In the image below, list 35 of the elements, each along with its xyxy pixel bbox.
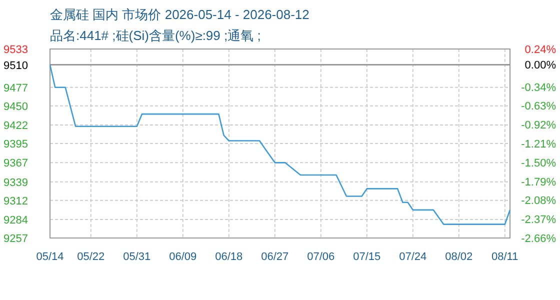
x-tick-label: 08/02: [445, 251, 473, 263]
x-tick-label: 07/06: [307, 251, 335, 263]
y-tick-label: 9450: [4, 100, 28, 113]
y-tick-label: 9510: [4, 60, 28, 72]
chart-subtitle: 品名:441# ;硅(Si)含量(%)≥:99 ;通氧 ;: [50, 28, 261, 43]
x-tick-label: 06/09: [169, 251, 197, 263]
x-tick-label: 06/27: [261, 251, 289, 263]
x-tick-label: 05/22: [77, 251, 105, 263]
y2-tick-label: 0.00%: [524, 60, 556, 72]
y2-tick-label: -2.66%: [521, 233, 556, 245]
y-tick-label: 9395: [4, 138, 28, 150]
y-tick-label: 9477: [4, 82, 28, 94]
y2-tick-label: -2.08%: [521, 195, 556, 208]
y2-tick-label: 0.24%: [524, 44, 556, 56]
y-tick-label: 9422: [4, 120, 28, 132]
y-tick-label: 9284: [4, 214, 28, 227]
x-tick-label: 05/14: [36, 251, 64, 263]
y2-tick-label: -1.21%: [521, 138, 556, 150]
y2-tick-label: -1.79%: [521, 176, 556, 188]
x-tick-label: 06/18: [215, 251, 243, 263]
y-tick-label: 9257: [4, 233, 28, 245]
y2-tick-label: -0.92%: [521, 120, 556, 132]
y2-tick-label: -0.34%: [521, 82, 556, 94]
x-tick-label: 07/24: [399, 251, 427, 263]
x-tick-label: 07/15: [353, 251, 381, 263]
y2-tick-label: -0.63%: [521, 100, 556, 113]
y2-tick-label: -1.50%: [521, 157, 556, 170]
y-tick-label: 9312: [4, 195, 28, 208]
chart-title: 金属硅 国内 市场价 2026-05-14 - 2026-08-12: [50, 7, 310, 22]
y-tick-label: 9339: [4, 176, 28, 189]
y-tick-label: 9533: [4, 44, 28, 56]
y-tick-label: 9367: [4, 158, 28, 170]
x-tick-label: 05/31: [123, 251, 151, 263]
x-tick-label: 08/11: [492, 251, 518, 263]
y2-tick-label: -2.37%: [521, 214, 556, 226]
